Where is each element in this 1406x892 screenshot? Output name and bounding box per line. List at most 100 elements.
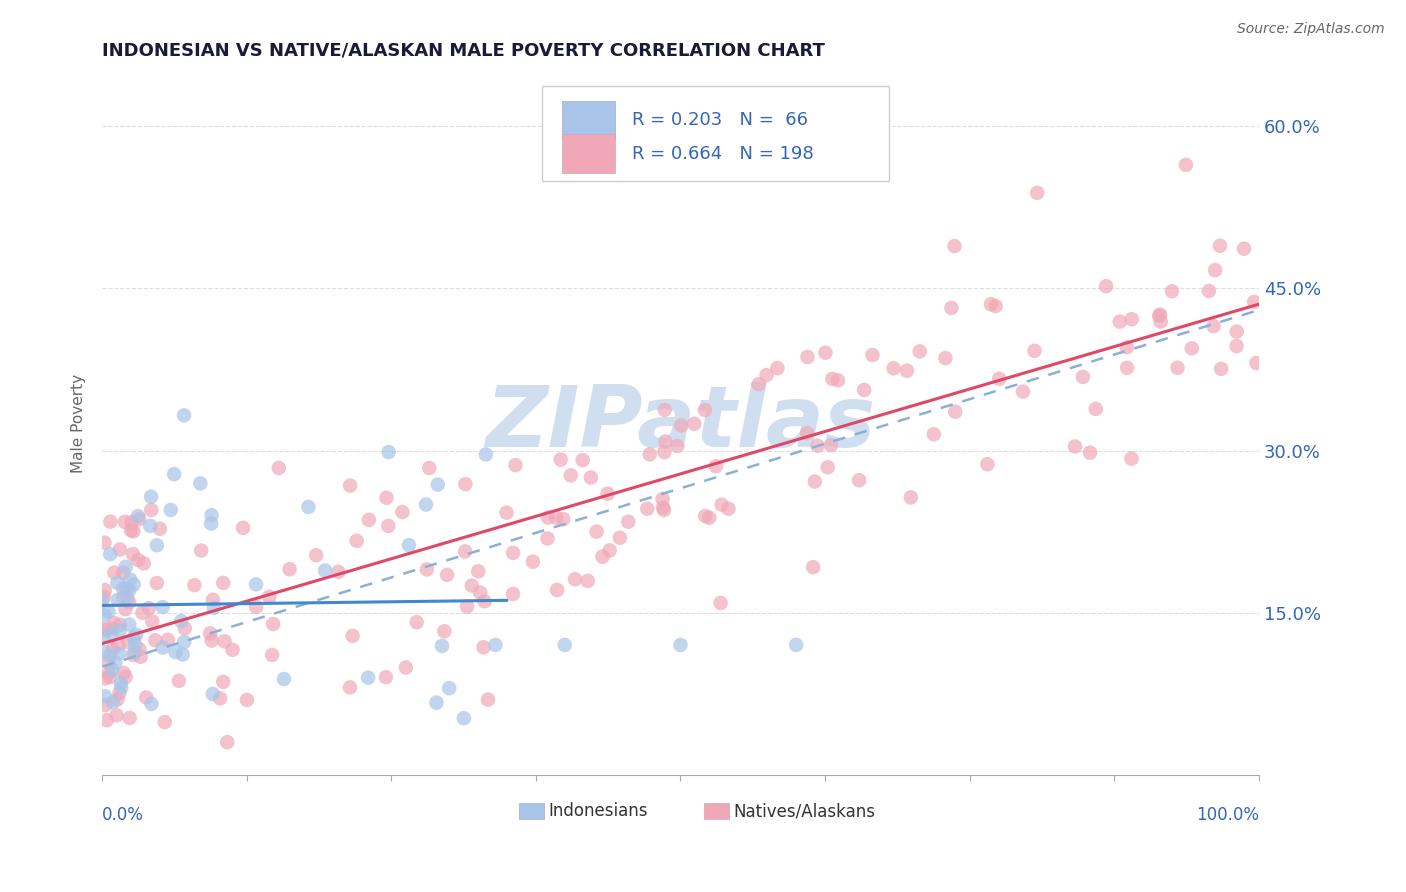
Point [232, 521, 254, 535]
Point [1095, 279, 1118, 293]
Point [98, 648, 121, 663]
Point [862, 348, 884, 362]
Point [159, 503, 181, 517]
Point [201, 687, 224, 701]
Point [502, 587, 524, 601]
Point [201, 592, 224, 607]
Point [122, 524, 145, 539]
Point [132, 557, 155, 571]
Point [1121, 451, 1143, 466]
Point [553, 512, 575, 526]
Point [146, 538, 169, 552]
Point [651, 491, 673, 506]
Point [666, 439, 689, 453]
Point [124, 638, 146, 652]
Point [346, 533, 368, 548]
Text: ZIPatlas: ZIPatlas [485, 382, 876, 465]
Point [173, 621, 195, 635]
Point [934, 351, 956, 365]
Point [1204, 263, 1226, 277]
Point [475, 447, 498, 461]
Point [796, 426, 818, 441]
Point [1161, 284, 1184, 298]
Point [477, 692, 499, 706]
Point [748, 377, 770, 392]
Point [710, 498, 733, 512]
Point [190, 543, 212, 558]
Point [127, 509, 149, 524]
Point [163, 467, 186, 482]
Point [131, 606, 153, 620]
Point [122, 648, 145, 662]
Point [94, 698, 117, 712]
Point [806, 439, 828, 453]
Point [107, 692, 129, 706]
Point [671, 418, 693, 433]
Point [636, 501, 658, 516]
Point [453, 711, 475, 725]
Point [609, 531, 631, 545]
Point [94, 583, 117, 598]
Bar [703, 804, 730, 819]
Point [474, 594, 496, 608]
Point [201, 633, 224, 648]
Point [1121, 312, 1143, 326]
Point [97, 656, 120, 670]
Point [433, 624, 456, 639]
Point [638, 447, 661, 461]
Point [100, 515, 122, 529]
Point [415, 498, 437, 512]
Point [93, 590, 115, 604]
Point [357, 513, 380, 527]
Point [796, 350, 818, 364]
Point [165, 645, 187, 659]
Point [141, 615, 163, 629]
Point [114, 602, 136, 616]
Point [374, 670, 396, 684]
Point [103, 615, 125, 630]
Text: Natives/Alaskans: Natives/Alaskans [734, 802, 876, 820]
Point [273, 672, 295, 686]
Point [375, 491, 398, 505]
Point [91, 593, 114, 607]
Point [120, 524, 142, 538]
Point [484, 638, 506, 652]
Point [654, 445, 676, 459]
Point [377, 519, 399, 533]
Text: Source: ZipAtlas.com: Source: ZipAtlas.com [1237, 22, 1385, 37]
Point [146, 576, 169, 591]
Point [560, 468, 582, 483]
Text: R = 0.664   N = 198: R = 0.664 N = 198 [631, 145, 814, 162]
Point [91, 629, 114, 643]
Point [105, 708, 128, 723]
Point [502, 546, 524, 560]
Point [1147, 309, 1170, 323]
Point [1211, 362, 1233, 376]
Point [139, 518, 162, 533]
Point [1026, 186, 1049, 200]
Point [536, 532, 558, 546]
Point [395, 660, 418, 674]
Point [896, 364, 918, 378]
Point [212, 575, 235, 590]
Point [152, 600, 174, 615]
Point [115, 582, 138, 597]
Point [138, 601, 160, 615]
Point [683, 417, 706, 431]
Point [117, 591, 139, 605]
Point [112, 582, 135, 596]
Point [814, 345, 837, 359]
Point [245, 577, 267, 591]
Point [1174, 158, 1197, 172]
Point [1209, 238, 1232, 252]
Point [425, 696, 447, 710]
Text: 0.0%: 0.0% [103, 806, 143, 824]
Point [212, 674, 235, 689]
Point [96, 713, 118, 727]
Point [267, 461, 290, 475]
Point [128, 512, 150, 526]
Point [984, 299, 1007, 313]
Point [96, 623, 118, 637]
Point [339, 478, 361, 492]
Point [357, 671, 380, 685]
